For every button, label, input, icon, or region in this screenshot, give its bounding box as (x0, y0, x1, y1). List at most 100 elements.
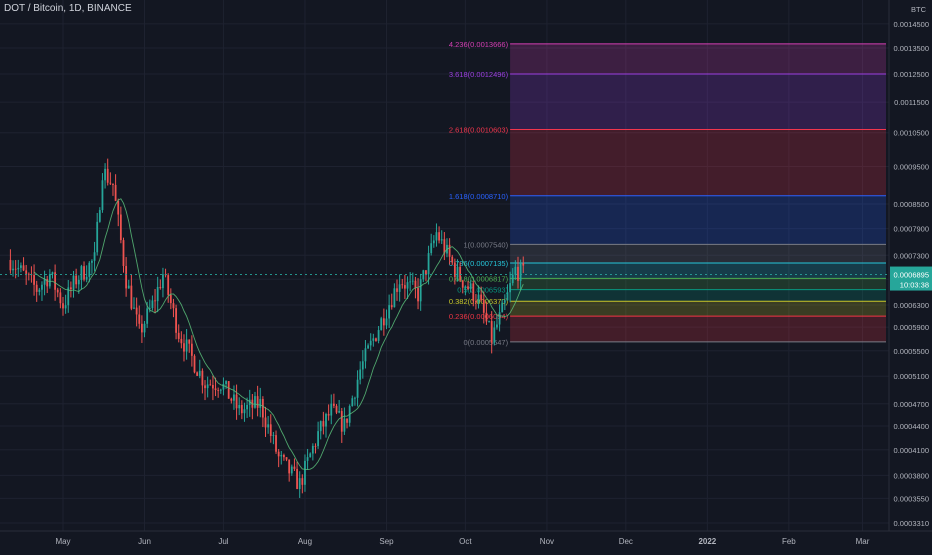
fib-zone (510, 43, 886, 75)
candle-body (172, 303, 175, 309)
time-tick-label: Aug (298, 537, 312, 546)
candle-body (275, 435, 277, 452)
candle-body (9, 259, 12, 271)
candle-body (398, 284, 401, 292)
candle-body (219, 389, 222, 391)
candle-body (222, 383, 225, 390)
candle-body (196, 372, 199, 376)
candle-body (340, 411, 343, 432)
candle-body (414, 280, 417, 288)
candle-body (198, 370, 201, 376)
candle-body (256, 396, 259, 408)
candle-body (351, 398, 354, 407)
price-tick-label: 0.0003800 (894, 471, 929, 480)
candle-body (443, 239, 446, 254)
candle-body (233, 394, 235, 401)
candle-body (367, 345, 369, 349)
candle-body (156, 286, 159, 302)
candle-body (435, 232, 438, 241)
candle-body (43, 279, 46, 285)
candle-body (438, 232, 440, 241)
current-price-label: 0.0006895 (894, 271, 929, 280)
candle-body (380, 318, 383, 331)
time-tick-label: May (55, 537, 70, 546)
candle-body (235, 394, 238, 409)
fib-zone (510, 278, 886, 290)
ma-line (33, 198, 524, 471)
fib-extension[interactable]: 4.236(0.0013666) 3.618(0.0012496) 2.618(0.… (449, 40, 886, 347)
candle-body (64, 305, 67, 309)
candle-body (146, 308, 149, 324)
candle-body (96, 221, 99, 253)
candle-body (214, 388, 217, 391)
candle-body (185, 339, 188, 352)
candle-body (330, 403, 333, 416)
candle-body (306, 457, 309, 461)
candle-body (477, 294, 480, 303)
candle-body (517, 266, 519, 281)
candle-body (440, 239, 443, 241)
candle-body (453, 262, 456, 277)
time-tick-label: Feb (782, 537, 796, 546)
candle-body (88, 262, 91, 277)
candle-body (459, 266, 462, 281)
candle-body (285, 457, 288, 460)
candle-body (246, 404, 248, 410)
currency-label: BTC (911, 5, 927, 14)
candle-body (419, 279, 422, 302)
candle-body (354, 397, 356, 399)
fib-zone (510, 74, 886, 130)
candle-body (369, 340, 372, 346)
candle-body (322, 421, 325, 427)
price-tick-label: 0.0004700 (894, 400, 929, 409)
price-tick-label: 0.0007300 (894, 251, 929, 260)
price-tick-label: 0.0009500 (894, 162, 929, 171)
time-tick-label: Nov (540, 537, 554, 546)
candle-body (190, 343, 193, 356)
candle-body (56, 289, 59, 293)
candle-body (238, 404, 241, 409)
time-tick-label: Jul (218, 537, 228, 546)
candle-body (461, 280, 464, 288)
candle-body (372, 338, 375, 341)
candle-body (248, 399, 251, 405)
candle-body (17, 267, 20, 270)
fib-level-label: 0.786(0.0007135) (449, 259, 509, 268)
candle-body (493, 327, 496, 343)
candle-body (67, 287, 70, 306)
price-tick-label: 0.0005900 (894, 323, 929, 332)
candle-body (451, 256, 454, 263)
candle-body (138, 314, 141, 324)
candle-body (425, 270, 427, 275)
price-tick-label: 0.0003310 (894, 519, 929, 528)
candle-body (188, 339, 191, 344)
price-tick-label: 0.0005500 (894, 347, 929, 356)
price-tick-label: 0.0006300 (894, 301, 929, 310)
candle-body (12, 268, 14, 271)
candle-body (404, 285, 406, 289)
time-axis[interactable]: May Jun Jul Aug Sep Oct Nov Dec 2022 Feb Mar (0, 530, 932, 550)
candle-body (311, 445, 314, 454)
candle-body (396, 288, 398, 292)
candle-body (488, 321, 490, 322)
candle-body (301, 478, 304, 485)
candle-body (109, 182, 112, 184)
candle-body (48, 274, 51, 287)
grid-lines (0, 0, 889, 531)
candle-body (464, 286, 467, 288)
candle-body (83, 266, 85, 280)
candle-body (14, 268, 17, 270)
candle-body (293, 466, 296, 469)
candle-body (101, 180, 104, 211)
candle-body (325, 414, 327, 427)
candle-body (496, 324, 498, 328)
time-tick-label: Oct (459, 537, 472, 546)
price-tick-label: 0.0007900 (894, 225, 929, 234)
candle-body (409, 281, 412, 283)
candle-body (254, 396, 256, 408)
fib-zone (510, 195, 886, 245)
candle-body (272, 435, 275, 436)
